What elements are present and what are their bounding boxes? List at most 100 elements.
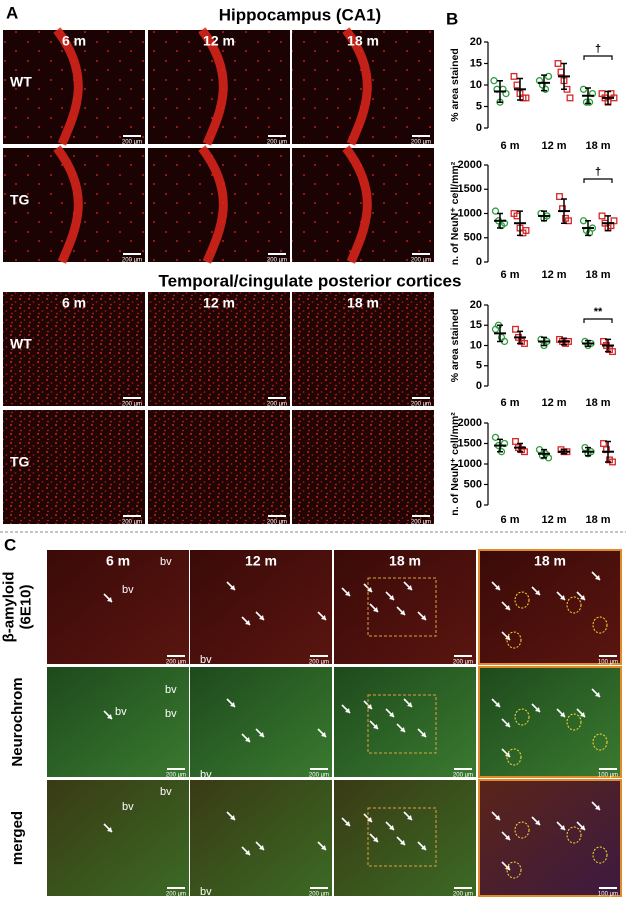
row-label: WT (10, 74, 32, 90)
arrow-head (421, 732, 426, 737)
bv-label: bv (115, 706, 127, 718)
arrow-head (389, 712, 394, 717)
data-point (566, 94, 574, 102)
y-tick-label: 500 (464, 478, 482, 490)
scale-bar-label: 200 µm (267, 402, 287, 408)
column-label: 6 m (62, 33, 86, 49)
arrow-head (495, 815, 500, 820)
zoom-box (367, 694, 437, 754)
y-axis-label: % area stained (449, 48, 461, 122)
scale-bar-label: 200 µm (411, 520, 431, 526)
plaque-outline (506, 748, 522, 766)
micrograph (479, 667, 621, 777)
arrow-head (407, 585, 412, 590)
plaque-outline (566, 596, 582, 614)
significance-mark: ** (594, 306, 603, 318)
plaque-outline (566, 713, 582, 731)
panel-title: Temporal/cingulate posterior cortices (159, 271, 462, 290)
micrograph (292, 292, 434, 406)
scale-bar-label: 200 µm (166, 773, 186, 779)
arrow-head (345, 591, 350, 596)
plaque-outline (514, 821, 530, 839)
bv-label: bv (200, 886, 212, 898)
x-tick-label: 12 m (541, 397, 566, 409)
arrow-head (535, 590, 540, 595)
micrograph-shade (148, 410, 290, 524)
significance-mark: † (595, 166, 601, 178)
arrow-head (421, 615, 426, 620)
data-point (557, 68, 565, 76)
data-point (490, 77, 498, 85)
arrow-head (505, 605, 510, 610)
x-tick-label: 18 m (585, 514, 610, 526)
cell-layer (53, 145, 83, 264)
micrograph (190, 550, 332, 664)
data-point (544, 72, 553, 81)
row-label: merged (9, 811, 26, 865)
arrow-head (259, 845, 264, 850)
row-label: (6E10) (17, 584, 34, 629)
arrow-head (345, 821, 350, 826)
arrow-head (505, 835, 510, 840)
zoom-box (367, 807, 437, 867)
arrow-head (560, 825, 565, 830)
data-point (598, 212, 606, 220)
cell-layer (342, 27, 372, 146)
x-tick-label: 12 m (541, 140, 566, 152)
arrow-head (389, 595, 394, 600)
arrow-head (580, 595, 585, 600)
x-tick-label: 12 m (541, 514, 566, 526)
data-point (491, 207, 500, 215)
plaque-outline (514, 591, 530, 609)
y-tick-label: 2000 (458, 159, 482, 171)
column-label: 12 m (245, 553, 277, 569)
micrograph (47, 780, 189, 896)
cell-layer (198, 27, 228, 146)
arrow-head (495, 702, 500, 707)
arrow-head (245, 620, 250, 625)
arrow-head (367, 587, 372, 592)
y-tick-label: 1500 (458, 183, 482, 195)
arrow-head (230, 815, 235, 820)
significance-bracket (583, 318, 613, 323)
scale-bar-label: 200 µm (122, 402, 142, 408)
micrograph-shade (292, 292, 434, 406)
y-tick-label: 2000 (458, 417, 482, 429)
plaque-outline (514, 708, 530, 726)
y-tick-label: 0 (476, 380, 482, 392)
data-point (522, 94, 530, 102)
x-tick-label: 6 m (501, 397, 520, 409)
y-tick-label: 5 (476, 100, 482, 112)
cell-layer (53, 27, 83, 146)
micrograph-shade (292, 410, 434, 524)
scale-bar-label: 200 µm (166, 892, 186, 898)
x-tick-label: 6 m (501, 514, 520, 526)
arrow-head (107, 714, 112, 719)
y-axis-label: n. of NeuN⁺ cell/mm² (449, 412, 461, 516)
inset-frame (478, 549, 622, 665)
data-point (541, 85, 550, 93)
arrow-head (321, 615, 326, 620)
y-axis-label: % area stained (449, 309, 461, 383)
inset-frame (478, 779, 622, 897)
y-tick-label: 20 (470, 299, 482, 311)
data-point (585, 98, 594, 106)
data-point (579, 85, 588, 93)
micrograph (334, 780, 476, 896)
column-label: 6 m (62, 295, 86, 311)
arrow-head (230, 585, 235, 590)
micrograph (3, 410, 145, 524)
arrow-head (407, 815, 412, 820)
micrograph (479, 550, 621, 664)
column-label: 12 m (203, 295, 235, 311)
plaque-outline (506, 631, 522, 649)
arrow-head (345, 708, 350, 713)
arrow-head (400, 610, 405, 615)
arrow-head (421, 845, 426, 850)
micrograph (47, 550, 189, 664)
scale-bar-label: 200 µm (453, 892, 473, 898)
x-tick-label: 6 m (501, 269, 520, 281)
column-label: 6 m (106, 553, 130, 569)
scale-bar-label: 200 µm (411, 258, 431, 264)
